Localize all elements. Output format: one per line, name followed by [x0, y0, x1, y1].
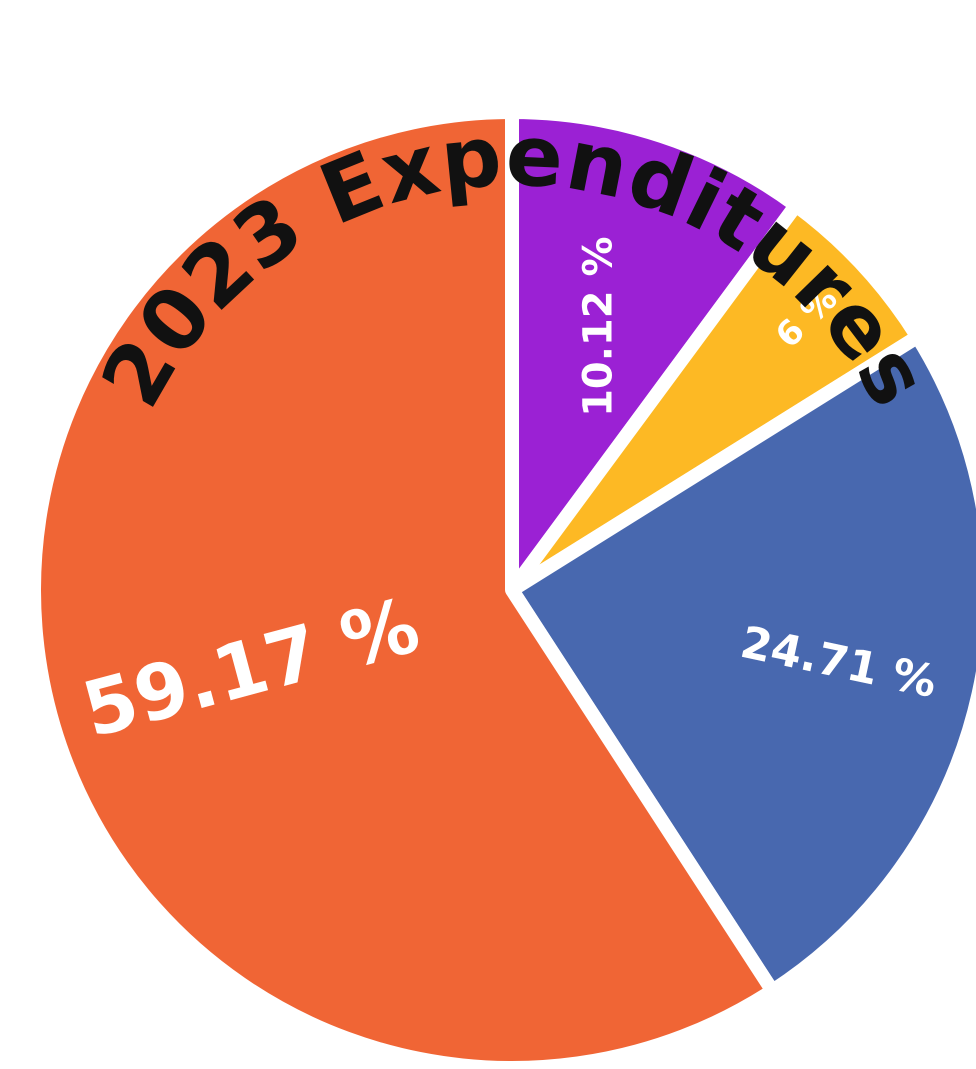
pie-slice-1 [505, 105, 803, 597]
pie-slices [27, 105, 976, 1069]
pie-slice-label-1: 10.12 % [576, 236, 622, 417]
pie-slice-3 [505, 329, 976, 998]
pie-slice-4 [27, 105, 780, 1069]
